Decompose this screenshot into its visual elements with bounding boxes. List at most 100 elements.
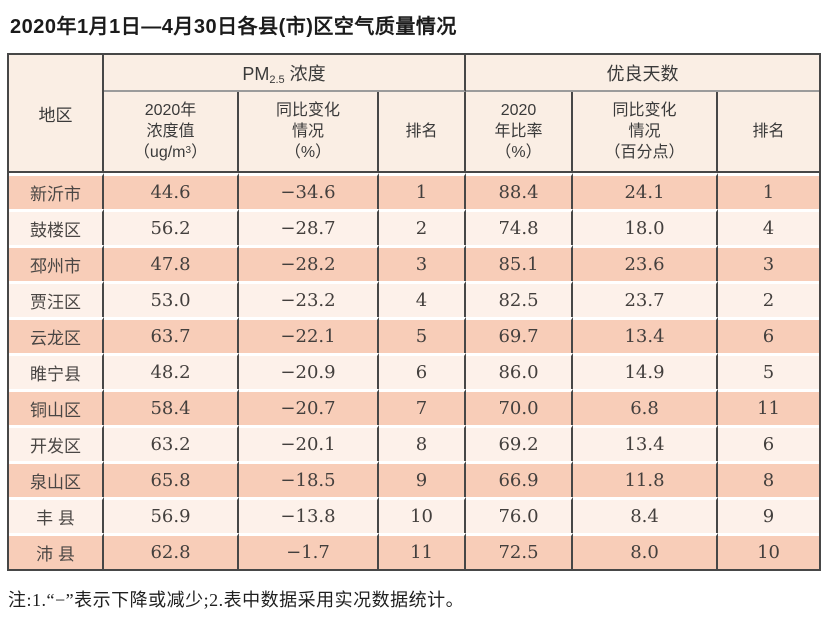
pm-rank-cell: 6 [379, 353, 467, 389]
footnote: 注:1.“−”表示下降或减少;2.表中数据采用实况数据统计。 [8, 590, 465, 610]
good-ratio-cell: 69.7 [466, 317, 574, 353]
unit-superscript: 3 [185, 145, 192, 157]
header-group-row: 地区 PM2.5 浓度 优良天数 [9, 55, 820, 173]
good-rank-cell: 3 [718, 245, 820, 281]
region-cell: 铜山区 [9, 389, 104, 425]
table-body: 新沂市 44.6 −34.6 1 88.4 24.1 1 鼓楼区 56.2 −2… [9, 173, 820, 569]
good-change-cell: 23.6 [573, 245, 719, 281]
header-pm-value: 2020年 浓度值 （ug/m3） [104, 92, 239, 173]
header-pm-change-line2: 情况 [291, 122, 324, 140]
header-group-good-days: 优良天数 [466, 55, 820, 92]
table-row: 贾汪区 53.0 −23.2 4 82.5 23.7 2 [9, 281, 820, 317]
pm-change-cell: −22.1 [239, 317, 379, 353]
region-cell: 泉山区 [9, 461, 104, 497]
pm-rank-cell: 2 [379, 209, 467, 245]
header-good-ratio-line2: 年比率 [494, 122, 543, 140]
pm-value-cell: 63.7 [104, 317, 239, 353]
pm-value-cell: 56.9 [104, 497, 239, 533]
pm-rank-cell: 1 [379, 173, 467, 209]
header-pm-value-line1: 2020年 [144, 101, 197, 119]
header-good-change-line3: （百分点） [604, 144, 685, 162]
air-quality-table: 地区 PM2.5 浓度 优良天数 2020年 浓度值 （ug/m3） 同比变化 情… [7, 53, 822, 571]
region-cell: 云龙区 [9, 317, 104, 353]
pm-change-cell: −20.1 [239, 425, 379, 461]
pm-change-cell: −28.2 [239, 245, 379, 281]
pm-value-cell: 48.2 [104, 353, 239, 389]
header-pm-change-line3: （%） [284, 144, 332, 162]
good-rank-cell: 6 [718, 425, 820, 461]
header-good-rank: 排名 [718, 92, 820, 173]
table-row: 邳州市 47.8 −28.2 3 85.1 23.6 3 [9, 245, 820, 281]
pm-value-cell: 58.4 [104, 389, 239, 425]
good-rank-cell: 5 [718, 353, 820, 389]
table-row: 泉山区 65.8 −18.5 9 66.9 11.8 8 [9, 461, 820, 497]
header-good-ratio: 2020 年比率 （%） [466, 92, 574, 173]
pm-value-cell: 56.2 [104, 209, 239, 245]
pm-change-cell: −20.7 [239, 389, 379, 425]
header-good-ratio-line3: （%） [495, 144, 542, 162]
table-row: 鼓楼区 56.2 −28.7 2 74.8 18.0 4 [9, 209, 820, 245]
pm-rank-cell: 10 [379, 497, 467, 533]
pm-change-cell: −20.9 [239, 353, 379, 389]
good-rank-cell: 1 [718, 173, 820, 209]
good-ratio-cell: 76.0 [466, 497, 574, 533]
header-region: 地区 [9, 55, 104, 173]
good-rank-cell: 6 [718, 317, 820, 353]
good-ratio-cell: 66.9 [466, 461, 574, 497]
pm-rank-cell: 5 [379, 317, 467, 353]
pm-value-cell: 44.6 [104, 173, 239, 209]
good-change-cell: 18.0 [573, 209, 719, 245]
table-row: 云龙区 63.7 −22.1 5 69.7 13.4 6 [9, 317, 820, 353]
good-change-cell: 8.0 [573, 533, 719, 569]
pm-rank-cell: 9 [379, 461, 467, 497]
header-group-pm25: PM2.5 浓度 [104, 55, 467, 92]
header-good-change: 同比变化 情况 （百分点） [573, 92, 719, 173]
region-cell: 沛 县 [9, 533, 104, 569]
pm-rank-cell: 7 [379, 389, 467, 425]
pm-value-cell: 62.8 [104, 533, 239, 569]
good-change-cell: 23.7 [573, 281, 719, 317]
page-title: 2020年1月1日—4月30日各县(市)区空气质量情况 [10, 16, 457, 38]
good-ratio-cell: 86.0 [466, 353, 574, 389]
pm25-label-subscript: 2.5 [269, 73, 285, 86]
good-ratio-cell: 85.1 [466, 245, 574, 281]
header-good-ratio-line1: 2020 [500, 101, 537, 119]
header-pm-rank: 排名 [379, 92, 467, 173]
header-good-change-line1: 同比变化 [612, 101, 677, 119]
pm-rank-cell: 8 [379, 425, 467, 461]
table-row: 新沂市 44.6 −34.6 1 88.4 24.1 1 [9, 173, 820, 209]
pm25-label-prefix: PM [242, 63, 270, 84]
good-change-cell: 13.4 [573, 317, 719, 353]
pm-value-cell: 47.8 [104, 245, 239, 281]
unit-suffix: ） [191, 144, 208, 162]
region-cell: 丰 县 [9, 497, 104, 533]
pm-change-cell: −28.7 [239, 209, 379, 245]
pm-rank-cell: 3 [379, 245, 467, 281]
good-ratio-cell: 74.8 [466, 209, 574, 245]
pm-change-cell: −1.7 [239, 533, 379, 569]
pm-change-cell: −34.6 [239, 173, 379, 209]
good-change-cell: 13.4 [573, 425, 719, 461]
good-rank-cell: 10 [718, 533, 820, 569]
region-cell: 睢宁县 [9, 353, 104, 389]
good-ratio-cell: 82.5 [466, 281, 574, 317]
good-change-cell: 14.9 [573, 353, 719, 389]
good-ratio-cell: 88.4 [466, 173, 574, 209]
region-cell: 鼓楼区 [9, 209, 104, 245]
table-row: 沛 县 62.8 −1.7 11 72.5 8.0 10 [9, 533, 820, 569]
good-change-cell: 11.8 [573, 461, 719, 497]
good-rank-cell: 2 [718, 281, 820, 317]
header-good-change-line2: 情况 [628, 122, 661, 140]
good-ratio-cell: 72.5 [466, 533, 574, 569]
pm-value-cell: 63.2 [104, 425, 239, 461]
region-cell: 开发区 [9, 425, 104, 461]
table-row: 铜山区 58.4 −20.7 7 70.0 6.8 11 [9, 389, 820, 425]
good-rank-cell: 8 [718, 461, 820, 497]
pm-change-cell: −18.5 [239, 461, 379, 497]
table-row: 丰 县 56.9 −13.8 10 76.0 8.4 9 [9, 497, 820, 533]
good-rank-cell: 4 [718, 209, 820, 245]
header-pm-value-line2: 浓度值 [146, 122, 195, 140]
pm-rank-cell: 4 [379, 281, 467, 317]
good-ratio-cell: 70.0 [466, 389, 574, 425]
pm25-label-suffix: 浓度 [289, 63, 326, 84]
